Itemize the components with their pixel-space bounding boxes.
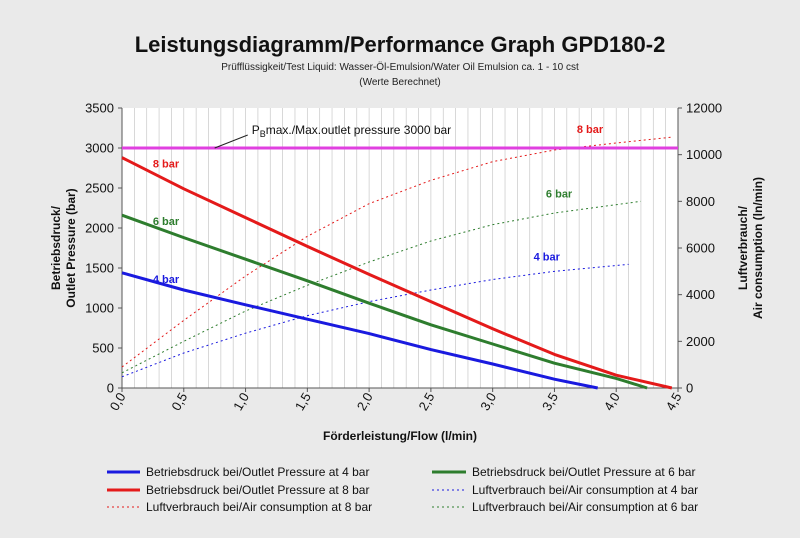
y-tick-label: 1000 xyxy=(85,301,114,316)
outlet-pressure-line xyxy=(121,271,598,390)
x-tick-label: 3,0 xyxy=(477,390,499,413)
y-tick-label: 3000 xyxy=(85,141,114,156)
legend-entry-label: Luftverbrauch bei/Air consumption at 6 b… xyxy=(472,500,698,514)
legend-entry-label: Luftverbrauch bei/Air consumption at 8 b… xyxy=(146,500,372,514)
outlet-pressure-line xyxy=(121,156,673,390)
y-axis-title: Betriebsdruck/Outlet Pressure (bar) xyxy=(49,188,78,307)
max-pressure-label-subscript: B xyxy=(260,129,266,139)
y2-tick-label: 4000 xyxy=(686,287,715,302)
chart-title: Leistungsdiagramm/Performance Graph GPD1… xyxy=(135,32,666,57)
y2-axis-title: Luftverbrauch/Air consumption (ln/min) xyxy=(736,177,765,319)
air-series-label: 4 bar xyxy=(534,251,561,263)
chart-subtitle: Prüfflüssigkeit/Test Liquid: Wasser-Öl-E… xyxy=(221,61,579,73)
y-tick-label: 500 xyxy=(92,341,114,356)
max-pressure-label-p: P xyxy=(252,123,260,137)
air-consumption-line xyxy=(121,263,629,378)
pressure-series-label: 6 bar xyxy=(153,216,180,228)
x-axis-title: Förderleistung/Flow (l/min) xyxy=(323,429,477,443)
y2-axis-title-line2: Air consumption (ln/min) xyxy=(751,177,765,319)
air-series-label: 8 bar xyxy=(577,124,604,136)
y-tick-label: 2000 xyxy=(85,221,114,236)
air-consumption-line xyxy=(121,200,642,374)
max-pressure-label-text: max./Max.outlet pressure 3000 bar xyxy=(266,123,451,137)
chart-note: (Werte Berechnet) xyxy=(359,77,441,88)
max-pressure-label: PBmax./Max.outlet pressure 3000 bar xyxy=(252,123,451,139)
y-axis-title-line2: Outlet Pressure (bar) xyxy=(64,188,78,307)
x-tick-label: 1,5 xyxy=(292,390,314,413)
y2-tick-label: 8000 xyxy=(686,194,715,209)
y2-tick-label: 2000 xyxy=(686,334,715,349)
pressure-series-label: 4 bar xyxy=(153,274,180,286)
y2-tick-label: 10000 xyxy=(686,147,722,162)
y-tick-label: 0 xyxy=(107,381,114,396)
y-tick-label: 2500 xyxy=(85,181,114,196)
y-tick-label: 3500 xyxy=(85,101,114,116)
outlet-pressure-line xyxy=(121,213,648,390)
legend-entry-label: Betriebsdruck bei/Outlet Pressure at 8 b… xyxy=(146,483,369,497)
x-tick-label: 1,0 xyxy=(230,390,252,413)
legend-entry-label: Betriebsdruck bei/Outlet Pressure at 6 b… xyxy=(472,465,695,479)
x-tick-label: 4,5 xyxy=(663,390,685,413)
y2-axis-title-line1: Luftverbrauch/ xyxy=(736,205,750,290)
x-tick-label: 3,5 xyxy=(539,390,561,413)
legend-entry-label: Betriebsdruck bei/Outlet Pressure at 4 b… xyxy=(146,465,369,479)
legend-entry-label: Luftverbrauch bei/Air consumption at 4 b… xyxy=(472,483,698,497)
plot-area: 0 500 1000 1500 2000 2500 3000 3500 0 2000 4000 600… xyxy=(49,101,765,444)
x-tick-label: 2,5 xyxy=(415,390,437,413)
x-tick-label: 4,0 xyxy=(601,390,623,413)
y2-tick-label: 0 xyxy=(686,381,693,396)
x-tick-label: 0,5 xyxy=(168,390,190,413)
plot-background xyxy=(122,108,678,388)
legend: Betriebsdruck bei/Outlet Pressure at 4 b… xyxy=(107,465,698,514)
y-tick-label: 1500 xyxy=(85,261,114,276)
max-pressure-leader xyxy=(214,134,248,149)
y2-tick-label: 6000 xyxy=(686,241,715,256)
y2-tick-label: 12000 xyxy=(686,101,722,116)
pressure-series-label: 8 bar xyxy=(153,159,180,171)
x-tick-label: 2,0 xyxy=(354,390,376,413)
air-series-label: 6 bar xyxy=(546,188,573,200)
y-axis-title-line1: Betriebsdruck/ xyxy=(49,205,63,290)
